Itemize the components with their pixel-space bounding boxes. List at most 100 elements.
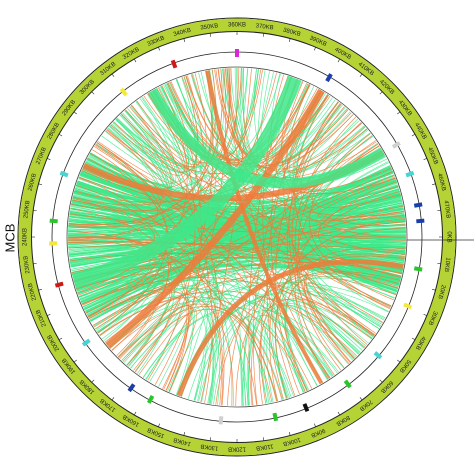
ring-label: 100KB [282,436,301,446]
chord [302,153,385,359]
chord [253,92,325,405]
chord [298,126,366,359]
chord [68,157,158,228]
chord [226,122,362,406]
ring-tick [38,183,42,186]
chord [205,70,324,385]
feature-mark [302,403,310,413]
feature-mark [413,202,423,208]
feature-mark [127,383,136,393]
chord [69,251,156,298]
chord [134,94,329,372]
chord [147,93,209,401]
ring-label: 360KB [228,23,246,29]
chord [309,135,394,301]
chord [109,297,181,371]
chord [97,113,175,184]
outer-ring-edge [17,17,457,457]
chord [81,277,373,339]
ring-tick [73,111,77,115]
chord [305,253,405,359]
ring-tick [359,73,363,77]
chord [122,305,193,389]
chord [307,282,384,334]
chord [303,247,406,364]
ring-tick [58,133,63,137]
chord [270,81,308,391]
ring-tick [423,314,427,316]
chord [311,140,401,208]
chord [127,108,380,329]
chord [75,184,169,358]
chord [109,297,339,373]
ring-label: 260KB [28,173,38,192]
feature-mark [59,170,69,178]
chord [112,70,214,170]
ring-tick [432,288,436,291]
feature-mark [403,302,413,310]
chord [148,88,386,189]
chord [68,105,172,234]
feature-mark [49,218,58,224]
chord [68,190,155,234]
ring-label: 90KB [310,427,326,438]
ring-tick [432,183,436,186]
chord [68,68,223,226]
link-track [66,66,408,408]
chord [126,309,273,403]
ring-tick [183,38,186,42]
ring-label: 370KB [255,23,274,31]
ring-tick [158,47,160,51]
chord [120,73,207,168]
ring-label: 340KB [173,28,192,38]
ring-label: 10KB [443,257,451,272]
chord [149,92,326,382]
ring-tick [111,397,115,401]
ring-tick [314,47,316,51]
feature-mark [405,170,415,178]
ring-tick [158,423,160,427]
chord [68,180,397,256]
chord [96,292,338,374]
chord [111,72,277,351]
ring-label: 20KB [436,284,446,300]
chord [294,116,357,363]
ring-tick [183,432,186,436]
feature-mark [119,87,128,97]
chord [69,252,399,289]
ring-label: 380KB [282,28,301,38]
chord [110,124,392,195]
ring-label: 110KB [255,442,273,450]
chord [88,262,403,319]
ring-tick [359,397,363,401]
chord [70,205,305,393]
chord [284,272,400,392]
chord [68,230,188,391]
feature-mark [272,412,279,422]
feature-mark [81,338,91,347]
ring-label: 30KB [427,310,438,326]
ring-tick [411,337,416,341]
chord [224,68,330,379]
ring-tick [337,411,341,416]
ring-tick [47,314,51,316]
chord [72,198,376,336]
chord [269,190,400,402]
chord [295,296,363,365]
ring-tick [47,158,51,160]
feature-mark [170,59,178,69]
feature-mark [391,141,401,149]
chord [275,101,339,395]
chord [200,68,252,403]
feature-mark [146,394,155,404]
chord [118,306,283,400]
features [49,49,425,425]
genome-label: MCB [2,224,17,253]
ring-tick [111,73,115,77]
chord [215,69,368,172]
ring-tick [58,337,63,341]
chord [68,69,262,225]
chord [129,75,204,166]
chord [94,175,395,330]
